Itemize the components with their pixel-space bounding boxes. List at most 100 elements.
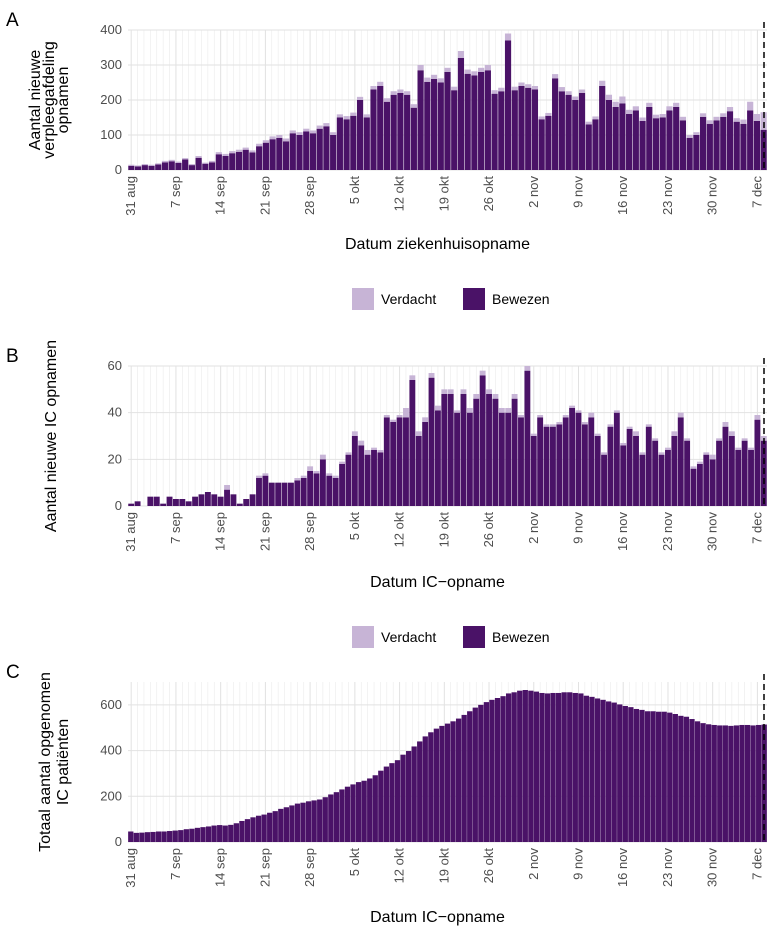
bar-bewezen — [722, 426, 729, 506]
bar-verdacht — [545, 112, 552, 116]
bar-bewezen — [400, 754, 406, 842]
bar-bewezen — [303, 131, 310, 170]
bar-bewezen — [525, 87, 532, 170]
bar-bewezen — [243, 499, 250, 506]
bar-bewezen — [250, 817, 256, 842]
x-tick-label: 26 okt — [481, 848, 496, 884]
bar-bewezen — [696, 464, 703, 506]
bar-bewezen — [168, 161, 175, 170]
legend-label-verdacht: Verdacht — [381, 291, 436, 307]
bar-bewezen — [690, 468, 697, 506]
bar-verdacht — [735, 447, 742, 450]
bar-verdacht — [417, 65, 424, 71]
bar-verdacht — [175, 161, 182, 163]
bar-verdacht — [673, 102, 680, 107]
bar-bewezen — [632, 110, 639, 170]
bar-bewezen — [626, 114, 633, 170]
bar-bewezen — [249, 152, 256, 170]
x-tick-label: 9 nov — [570, 848, 585, 880]
x-tick-label: 9 nov — [570, 512, 585, 544]
bar-verdacht — [410, 104, 417, 108]
bar-bewezen — [484, 70, 491, 170]
bar-verdacht — [336, 114, 343, 118]
bar-bewezen — [282, 141, 290, 170]
bar-bewezen — [694, 721, 701, 842]
bar-bewezen — [300, 478, 307, 506]
bar-verdacht — [726, 107, 734, 112]
bar-bewezen — [178, 830, 184, 842]
y-tick-label: 20 — [108, 451, 122, 466]
bar-bewezen — [613, 412, 620, 506]
bar-bewezen — [761, 724, 767, 842]
x-tick-label: 7 dec — [749, 512, 764, 544]
bar-bewezen — [538, 119, 545, 170]
bar-bewezen — [511, 692, 517, 842]
bar-bewezen — [300, 802, 306, 842]
bar-bewezen — [504, 40, 512, 170]
bar-bewezen — [313, 473, 320, 506]
bar-bewezen — [733, 121, 740, 170]
bar-bewezen — [592, 119, 599, 170]
bar-verdacht — [709, 454, 716, 460]
bar-bewezen — [684, 440, 691, 506]
bar-verdacht — [479, 370, 486, 376]
bar-verdacht — [296, 132, 303, 135]
bar-verdacht — [498, 87, 505, 92]
bar-bewezen — [639, 121, 646, 170]
bar-bewezen — [620, 445, 627, 506]
x-tick-label: 31 aug — [123, 848, 138, 888]
bar-verdacht — [208, 160, 216, 163]
bar-bewezen — [403, 417, 409, 506]
bar-bewezen — [500, 696, 506, 842]
bar-bewezen — [390, 94, 397, 170]
bar-verdacht — [556, 422, 563, 425]
bar-bewezen — [434, 410, 441, 506]
bar-bewezen — [372, 775, 378, 842]
y-tick-label: 400 — [100, 743, 122, 758]
bar-verdacht — [690, 466, 697, 469]
bar-bewezen — [363, 117, 370, 170]
bar-bewezen — [722, 725, 728, 842]
bar-verdacht — [537, 415, 544, 418]
bar-bewezen — [222, 825, 228, 842]
bar-bewezen — [256, 478, 262, 506]
bar-bewezen — [153, 496, 160, 506]
bar-verdacht — [716, 438, 723, 441]
bar-bewezen — [492, 398, 499, 506]
bar-bewezen — [709, 459, 716, 506]
bar-verdacht — [307, 466, 314, 471]
bar-verdacht — [607, 424, 614, 427]
bar-verdacht — [168, 159, 175, 162]
bar-bewezen — [417, 70, 424, 170]
x-tick-label: 14 sep — [213, 512, 228, 551]
bar-bewezen — [202, 163, 209, 170]
x-tick-label: 28 sep — [302, 848, 317, 887]
bar-verdacht — [578, 89, 586, 93]
bar-bewezen — [350, 115, 357, 170]
bar-bewezen — [405, 751, 412, 842]
bar-bewezen — [455, 718, 462, 842]
bar-bewezen — [741, 440, 748, 506]
bar-verdacht — [390, 419, 397, 422]
bar-verdacht — [235, 149, 243, 152]
bar-verdacht — [592, 116, 599, 120]
bar-bewezen — [330, 135, 337, 170]
bar-bewezen — [639, 709, 645, 842]
y-axis-title: IC patiënten — [55, 719, 72, 805]
bar-verdacht — [720, 113, 727, 117]
bar-bewezen — [633, 708, 640, 842]
bar-bewezen — [289, 805, 295, 842]
bar-verdacht — [313, 471, 320, 474]
bar-bewezen — [336, 117, 343, 170]
bar-bewezen — [518, 86, 525, 170]
bar-verdacht — [161, 160, 169, 163]
bar-bewezen — [439, 725, 445, 842]
bar-verdacht — [148, 164, 155, 166]
bar-bewezen — [211, 825, 217, 842]
bar-verdacht — [754, 415, 761, 420]
bar-bewezen — [552, 78, 559, 170]
bar-bewezen — [410, 107, 417, 170]
bar-verdacht — [256, 475, 262, 478]
bar-verdacht — [639, 117, 646, 121]
bar-bewezen — [161, 162, 169, 170]
